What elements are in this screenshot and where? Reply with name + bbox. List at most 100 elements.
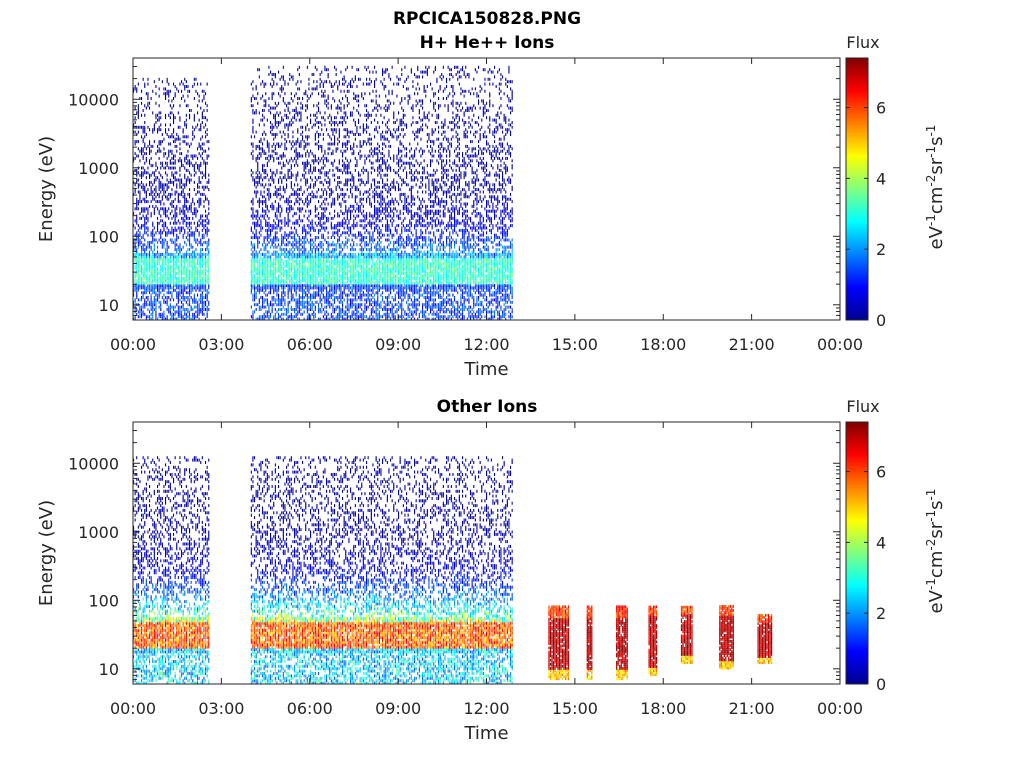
flux-cell [175, 310, 176, 313]
flux-cell [165, 284, 166, 287]
flux-cell [192, 298, 193, 301]
flux-cell [264, 116, 265, 119]
flux-cell [304, 284, 305, 287]
flux-cell [308, 231, 309, 234]
flux-cell [187, 231, 188, 234]
flux-cell [286, 308, 287, 311]
flux-cell [207, 155, 208, 158]
flux-cell [165, 267, 166, 270]
flux-cell [305, 171, 306, 174]
flux-cell [186, 179, 187, 182]
flux-cell [189, 90, 190, 93]
flux-cell [313, 246, 314, 249]
flux-cell [280, 193, 281, 196]
flux-cell [260, 315, 261, 318]
flux-cell [350, 248, 351, 251]
flux-cell [336, 73, 337, 76]
flux-cell [342, 152, 343, 155]
flux-cell [197, 222, 198, 225]
flux-cell [179, 174, 180, 177]
flux-cell [144, 313, 145, 316]
flux-cell [264, 99, 265, 102]
flux-cell [312, 171, 313, 174]
flux-cell [186, 169, 187, 172]
flux-cell [313, 193, 314, 196]
flux-cell [147, 296, 148, 299]
flux-cell [331, 104, 332, 107]
flux-cell [208, 155, 209, 158]
flux-cell [203, 200, 204, 203]
flux-cell [294, 95, 295, 98]
flux-cell [270, 83, 271, 86]
flux-cell [268, 315, 269, 318]
flux-cell [168, 207, 169, 210]
flux-cell [138, 310, 139, 313]
flux-cell [321, 116, 322, 119]
flux-cell [281, 313, 282, 316]
flux-cell [270, 255, 271, 258]
flux-cell [350, 205, 351, 208]
flux-cell [278, 188, 279, 191]
flux-cell [176, 138, 177, 141]
flux-cell [297, 171, 298, 174]
flux-cell [264, 150, 265, 153]
flux-cell [326, 315, 327, 318]
flux-cell [181, 227, 182, 230]
flux-cell [267, 298, 268, 301]
flux-cell [289, 241, 290, 244]
flux-cell [324, 296, 325, 299]
flux-cell [270, 169, 271, 172]
flux-cell [168, 167, 169, 170]
flux-cell [203, 186, 204, 189]
flux-cell [284, 313, 285, 316]
flux-cell [152, 205, 153, 208]
flux-cell [146, 296, 147, 299]
flux-cell [171, 150, 172, 153]
flux-cell [345, 68, 346, 71]
flux-cell [197, 164, 198, 167]
flux-cell [321, 181, 322, 184]
flux-cell [143, 167, 144, 170]
flux-cell [324, 207, 325, 210]
flux-cell [191, 179, 192, 182]
flux-cell [336, 243, 337, 246]
flux-cell [154, 140, 155, 143]
flux-cell [297, 111, 298, 114]
flux-cell [262, 179, 263, 182]
flux-cell [138, 183, 139, 186]
flux-cell [334, 159, 335, 162]
flux-cell [270, 71, 271, 74]
flux-cell [284, 102, 285, 105]
flux-cell [202, 270, 203, 273]
flux-cell [189, 109, 190, 112]
flux-cell [208, 174, 209, 177]
flux-cell [320, 241, 321, 244]
flux-cell [296, 198, 297, 201]
flux-cell [181, 90, 182, 93]
flux-cell [272, 224, 273, 227]
flux-cell [329, 260, 330, 263]
flux-cell [329, 121, 330, 124]
flux-cell [321, 251, 322, 254]
flux-cell [144, 126, 145, 129]
flux-cell [332, 169, 333, 172]
flux-cell [139, 306, 140, 309]
flux-cell [207, 198, 208, 201]
flux-cell [345, 164, 346, 167]
flux-cell [187, 95, 188, 98]
flux-cell [179, 167, 180, 170]
flux-cell [337, 212, 338, 215]
flux-cell [179, 243, 180, 246]
flux-cell [184, 193, 185, 196]
flux-cell [276, 277, 277, 280]
flux-cell [331, 128, 332, 131]
flux-cell [149, 159, 150, 162]
flux-cell [264, 191, 265, 194]
flux-cell [280, 298, 281, 301]
flux-cell [272, 78, 273, 81]
flux-cell [291, 75, 292, 78]
flux-cell [329, 80, 330, 83]
flux-cell [167, 227, 168, 230]
flux-cell [316, 195, 317, 198]
flux-cell [251, 135, 252, 138]
